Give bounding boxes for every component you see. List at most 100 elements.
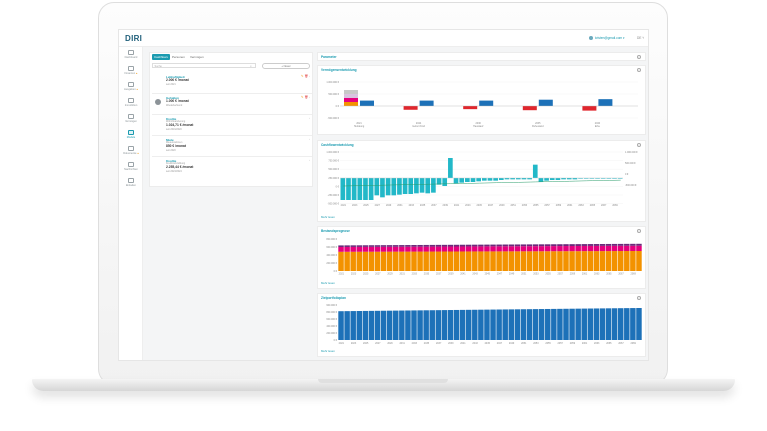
chevron-icon[interactable]: › [309,95,310,100]
x-tick-label: 2063 [578,204,584,207]
sidebar-item-dashboard[interactable]: Dashboard [119,49,143,64]
sidebar-item-immobilien[interactable]: Immobilien [119,97,143,112]
x-tick-label: 2055 [533,204,539,207]
bar-segment [575,245,581,252]
bar-segment [368,251,375,271]
list-item[interactable]: Kredite Kreditrückzahlung 2.255,44 € /mo… [166,158,310,173]
sidebar-item-finanzen[interactable]: Finanzen ● [119,65,143,80]
bar [617,308,624,340]
x-tick-label: 2065 [606,273,612,276]
card-parameter[interactable]: Parameter · [317,52,646,61]
app-logo[interactable]: DIRI [125,34,143,43]
info-icon[interactable]: · [636,142,641,147]
bar-segment [545,246,551,252]
x-tick-label: 2049 [509,273,515,276]
sidebar-item-einladen[interactable]: Einladen [119,177,143,192]
sidebar-item-ausgaben[interactable]: Ausgaben ● [119,81,143,96]
card-title: Cashflowentwicklung [321,143,354,147]
bar-segment [636,251,642,271]
x-tick-label: Heiratung [354,125,365,128]
y-tick-label: 800.000 € [326,311,337,314]
x-tick-label: 2043 [472,273,478,276]
sidebar-item-nachrichten[interactable]: Nachrichten [119,161,143,176]
search-icon[interactable]: ⌕ [250,63,252,68]
x-tick-label: 2067 [618,342,624,345]
bar-segment [587,251,594,271]
chevron-icon[interactable]: › [309,158,310,163]
bar [487,178,493,181]
delete-icon[interactable]: 🗑 [304,95,309,100]
bar [598,99,613,106]
list-item[interactable]: Kredite Wohnfinanzierung 1.024,71 € /mon… [152,115,312,136]
edit-icon[interactable]: ✎ [300,95,304,100]
x-tick-label: 2063 [594,342,600,345]
y-tick-label: 0 € [336,105,340,108]
bar-segment [441,246,448,252]
info-icon[interactable]: · [636,228,641,233]
bar-segment [478,244,484,247]
chevron-icon[interactable]: › [309,116,310,121]
bar-segment [465,251,472,271]
user-menu[interactable]: kristen@gmail.com ▾ [595,36,625,40]
bar-segment [569,251,575,271]
bar [380,310,387,340]
bar-segment [356,246,363,252]
list-item[interactable]: Gehalten 1.000 € /monat Wiederkehrend ✎ … [152,94,312,115]
notification-dot: ● [135,72,138,75]
y-tick-label: 400.000 € [326,254,337,257]
bar-segment [368,245,375,247]
chevron-icon[interactable]: › [309,137,310,142]
y-tick-label-right: 1.000.000 € [625,151,638,154]
y-tick-label: 400.000 € [326,325,337,328]
user-icon[interactable] [589,35,593,40]
x-tick-label: Erbe [595,125,601,128]
new-entry-button[interactable]: + Neuer [262,63,310,69]
edit-icon[interactable]: ✎ [300,74,304,79]
tab-personen[interactable]: Personen [172,55,185,59]
bar-segment [587,244,594,246]
bar [368,310,375,340]
language-switcher[interactable]: DE ˅ [637,36,645,40]
search-input[interactable]: Suche [152,63,256,68]
bar [612,178,617,179]
balance-line [343,179,621,187]
read-more-link[interactable]: Mehr lesen [321,349,335,353]
x-tick-label: 2021 [356,122,362,125]
read-more-link[interactable]: Mehr lesen [321,281,335,285]
bar-segment [374,246,381,252]
bar-segment [508,244,515,247]
y-tick-label: 500.000 € [328,93,339,96]
info-icon[interactable]: · [636,54,641,59]
bar [368,178,374,200]
bar [595,178,600,179]
list-item[interactable]: Miete Mieteinnahmen 850 € /monat seit 20… [152,136,312,157]
bar-segment [538,251,545,271]
bar [465,309,472,340]
info-icon[interactable]: · [636,295,641,300]
list-item[interactable]: Lebhaftigkeit 2.000 € /monat seit 2021 ✎… [152,73,312,94]
bar-segment [490,244,496,247]
chevron-icon[interactable]: › [309,74,310,79]
x-tick-label: 2059 [570,273,576,276]
bar-segment [393,246,399,252]
x-tick-label: 2035 [535,122,541,125]
x-tick-label: 2037 [436,273,442,276]
tab-vermoegen[interactable]: Vermögen [190,55,204,59]
bar [431,178,436,193]
card-cashflowentwicklung: Cashflowentwicklung · 1.000.000 € 750.000… [317,140,646,222]
bar-segment [520,246,527,252]
info-icon[interactable]: · [636,67,641,72]
sidebar-item-module[interactable]: Module [119,129,143,144]
delete-icon[interactable]: 🗑 [304,74,309,79]
read-more-link[interactable]: Mehr lesen [321,215,335,219]
sidebar-item-dokumente[interactable]: Dokumente ● [119,145,143,160]
bar [478,309,484,340]
bar [465,178,470,182]
sidebar-item-vermoegen[interactable]: Vermögen [119,113,143,128]
bar-segment [453,244,460,247]
tab-cashflows[interactable]: Cashflows [152,54,170,60]
bar-segment [593,244,600,246]
bar-segment [411,245,417,247]
bar [374,178,380,196]
bar [338,311,344,340]
